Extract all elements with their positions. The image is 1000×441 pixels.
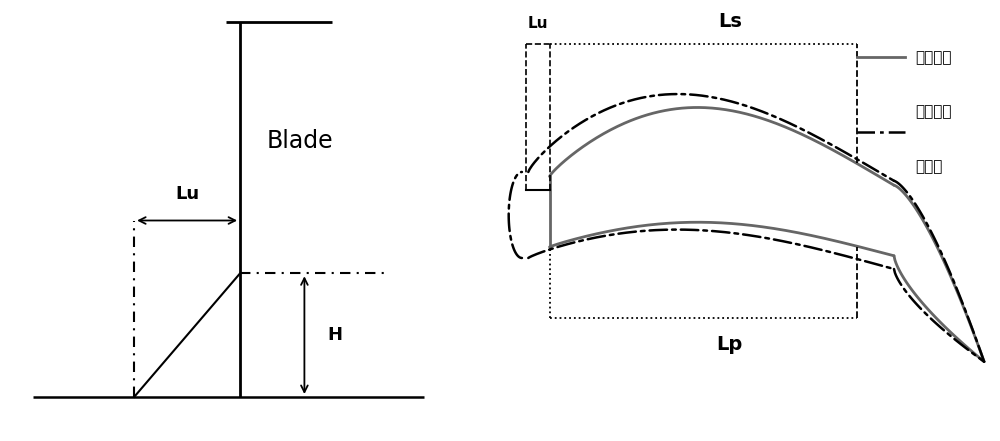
Text: 缘修型: 缘修型 (915, 159, 943, 174)
Text: Lp: Lp (717, 335, 743, 354)
Text: 非对称前: 非对称前 (915, 104, 952, 119)
Text: Lu: Lu (175, 185, 199, 203)
Text: Blade: Blade (266, 129, 333, 153)
Text: H: H (327, 326, 342, 344)
Text: 原始叶栅: 原始叶栅 (915, 50, 952, 65)
Text: Lu: Lu (527, 16, 548, 31)
Text: Ls: Ls (718, 12, 742, 31)
